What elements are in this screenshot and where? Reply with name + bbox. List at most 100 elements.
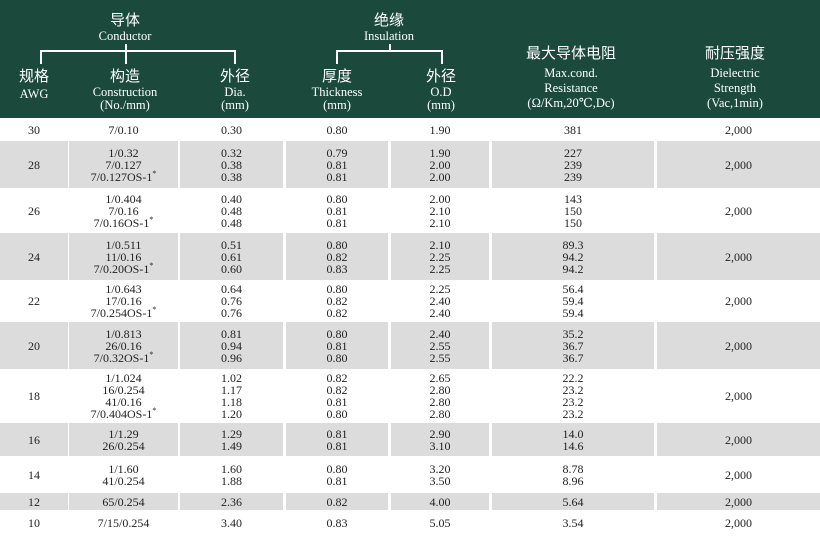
cell-value: 2.65 bbox=[429, 371, 451, 385]
cell-resistance: 227 239 239 bbox=[492, 141, 654, 188]
cell-thickness: 0.80 0.81 0.80 bbox=[286, 322, 388, 369]
cell-od: 2.10 2.25 2.25 bbox=[391, 233, 489, 280]
cell-value: 23.2 bbox=[562, 407, 584, 421]
cell-value: 22 bbox=[28, 294, 40, 308]
cell-value: 0.64 bbox=[221, 282, 242, 296]
cell-value: 1/1.024 bbox=[105, 371, 142, 385]
cell-value: 4.00 bbox=[429, 494, 451, 509]
cell-value: 1.90 bbox=[429, 122, 451, 137]
cell-od: 3.20 3.50 bbox=[391, 457, 489, 492]
cell-thickness: 0.80 0.81 bbox=[286, 457, 388, 492]
cell-thickness: 0.82 bbox=[286, 493, 388, 510]
bracket-tick bbox=[234, 50, 236, 64]
cell-dielectric: 2,000 bbox=[657, 119, 820, 140]
cell-value: 28 bbox=[28, 157, 40, 172]
cell-dielectric: 2,000 bbox=[657, 493, 820, 510]
cell-value: 17/0.16 bbox=[105, 294, 142, 308]
cell-value: 0.81 bbox=[221, 326, 242, 341]
cell-value: 2,000 bbox=[725, 294, 752, 308]
cell-construction: 1/1.024 16/0.254 41/0.16 7/0.404OS-1* bbox=[69, 370, 178, 422]
cell-value: 3.54 bbox=[562, 515, 584, 530]
table-row: 30 7/0.10 0.30 0.80 1.90 381 2,000 bbox=[0, 119, 820, 140]
cell-value: 2.55 bbox=[429, 350, 451, 365]
table-row: 14 1/1.60 41/0.254 1.60 1.88 0.80 0.81 3.20 3.50… bbox=[0, 457, 820, 492]
cell-value: 59.4 bbox=[562, 306, 584, 320]
table-row: 18 1/1.024 16/0.254 41/0.16 7/0.404OS-1* 1.02… bbox=[0, 370, 820, 422]
cell-value: 26/0.16 bbox=[105, 338, 142, 353]
cell-thickness: 0.79 0.81 0.81 bbox=[286, 141, 388, 188]
cell-value: 14.0 bbox=[562, 426, 584, 441]
column-header-resistance-en: (Ω/Km,20℃,Dc) bbox=[527, 96, 615, 110]
cell-value: 59.4 bbox=[562, 294, 584, 308]
cell-value: 0.82 bbox=[326, 371, 348, 385]
cell-resistance: 143 150 150 bbox=[492, 189, 654, 232]
cell-value: 5.64 bbox=[562, 494, 584, 509]
cell-dia: 0.81 0.94 0.96 bbox=[180, 322, 283, 369]
cell-value: 30 bbox=[28, 122, 40, 137]
cell-dia: 3.40 bbox=[180, 511, 283, 534]
cell-value: 7/0.254OS-1* bbox=[90, 305, 157, 320]
cell-value: 381 bbox=[564, 122, 582, 137]
cell-value: 12 bbox=[28, 494, 40, 509]
cell-value: 65/0.254 bbox=[102, 494, 145, 509]
cell-construction: 65/0.254 bbox=[69, 493, 178, 510]
bracket-tick bbox=[125, 44, 127, 64]
column-header-dia-en: Dia. bbox=[224, 85, 246, 99]
cell-value: 1.17 bbox=[221, 383, 242, 397]
cell-value: 1.90 bbox=[429, 145, 451, 160]
cell-value: 14.6 bbox=[562, 438, 584, 453]
cell-value: 2,000 bbox=[725, 432, 752, 447]
conductor-group-en: Conductor bbox=[98, 29, 152, 43]
cell-thickness: 0.80 0.81 0.81 bbox=[286, 189, 388, 232]
cell-construction: 1/1.29 26/0.254 bbox=[69, 423, 178, 456]
cell-value: 1.60 bbox=[221, 461, 242, 476]
cell-value: 0.80 bbox=[326, 237, 348, 252]
column-header-dia-zh: 外径 bbox=[219, 67, 251, 85]
column-header-dielectric-zh: 耐压强度 bbox=[704, 44, 766, 62]
cell-value: 2.10 bbox=[429, 237, 451, 252]
cell-awg: 26 bbox=[0, 189, 68, 232]
cell-od: 1.90 bbox=[391, 119, 489, 140]
cell-value: 36.7 bbox=[562, 350, 584, 365]
cell-thickness: 0.80 0.82 0.83 bbox=[286, 233, 388, 280]
cell-dia: 2.36 bbox=[180, 493, 283, 510]
cell-awg: 14 bbox=[0, 457, 68, 492]
column-header-od-en: O.D bbox=[430, 85, 452, 99]
cell-value: 0.76 bbox=[221, 294, 242, 308]
cell-value: 7/0.20OS-1* bbox=[93, 260, 154, 276]
cell-value: 26/0.254 bbox=[102, 438, 145, 453]
cell-value: 1.49 bbox=[221, 438, 242, 453]
cell-value: 0.80 bbox=[326, 122, 348, 137]
column-header-awg-zh: 规格 bbox=[18, 67, 50, 85]
cell-dia: 0.40 0.48 0.48 bbox=[180, 189, 283, 232]
cell-value: 16 bbox=[28, 432, 40, 447]
column-header-dia-en: (mm) bbox=[221, 98, 249, 112]
cell-resistance: 381 bbox=[492, 119, 654, 140]
cell-value: 0.81 bbox=[326, 438, 348, 453]
cell-value: 2.55 bbox=[429, 338, 451, 353]
cell-awg: 20 bbox=[0, 322, 68, 369]
cell-awg: 10 bbox=[0, 511, 68, 534]
cell-value: 18 bbox=[28, 389, 40, 403]
cell-dielectric: 2,000 bbox=[657, 511, 820, 534]
cell-value: 0.48 bbox=[221, 215, 242, 230]
cell-value: 3.40 bbox=[221, 515, 242, 530]
cell-dielectric: 2,000 bbox=[657, 423, 820, 456]
cell-value: 2.00 bbox=[429, 169, 451, 184]
cell-value: 239 bbox=[564, 169, 582, 184]
cell-resistance: 8.78 8.96 bbox=[492, 457, 654, 492]
cell-value: 7/0.127 bbox=[105, 157, 142, 172]
cell-value: 24 bbox=[28, 249, 40, 264]
cell-construction: 1/0.511 11/0.16 7/0.20OS-1* bbox=[69, 233, 178, 280]
cell-dia: 1.60 1.88 bbox=[180, 457, 283, 492]
cell-value: 0.51 bbox=[221, 237, 242, 252]
cell-dielectric: 2,000 bbox=[657, 281, 820, 321]
cell-dia: 1.29 1.49 bbox=[180, 423, 283, 456]
cell-value: 1/1.60 bbox=[108, 461, 139, 476]
cell-value: 94.2 bbox=[562, 249, 584, 264]
cell-od: 4.00 bbox=[391, 493, 489, 510]
cell-value: 56.4 bbox=[562, 282, 584, 296]
cell-dielectric: 2,000 bbox=[657, 233, 820, 280]
cell-value: 0.81 bbox=[326, 338, 348, 353]
